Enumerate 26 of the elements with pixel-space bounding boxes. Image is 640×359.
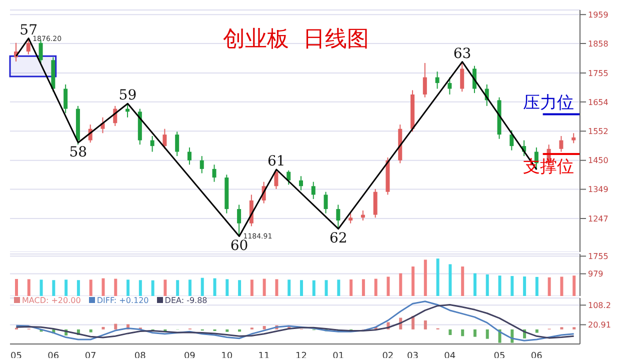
annotation: 59: [118, 88, 137, 104]
y-tick-label: 1959: [588, 10, 608, 20]
annotation: 60: [230, 238, 248, 254]
ref-line-label: 支撑位: [523, 157, 574, 178]
y-tick-label: 1755: [588, 252, 608, 261]
y-tick-label: 1654: [588, 98, 608, 107]
ref-line-label: 压力位: [523, 93, 574, 114]
annotation: 58: [69, 144, 88, 161]
y-tick-label: 20.91: [588, 320, 611, 330]
y-tick-label: 1552: [588, 126, 608, 136]
legend-label: MACD: +20.00: [21, 296, 81, 305]
text: 创业板 日线图: [223, 27, 369, 52]
y-tick-label: 1450: [588, 156, 608, 166]
y-tick-label: 1349: [588, 185, 608, 194]
annotation: 63: [453, 46, 472, 62]
annotation: 62: [329, 230, 348, 247]
y-tick-label: 1247: [588, 214, 608, 224]
y-tick-label: 1858: [588, 39, 608, 48]
y-tick-label: 979: [588, 270, 604, 279]
x-tick-label: 11: [258, 351, 270, 359]
annotation: 61: [268, 154, 286, 170]
y-tick-label: 108.2: [588, 300, 611, 310]
x-tick-label: 12: [295, 351, 307, 359]
legend-label: DEA: -9.88: [164, 296, 208, 305]
y-tick-label: 1755: [588, 68, 608, 78]
legend-label: DIFF: +0.120: [96, 296, 149, 305]
